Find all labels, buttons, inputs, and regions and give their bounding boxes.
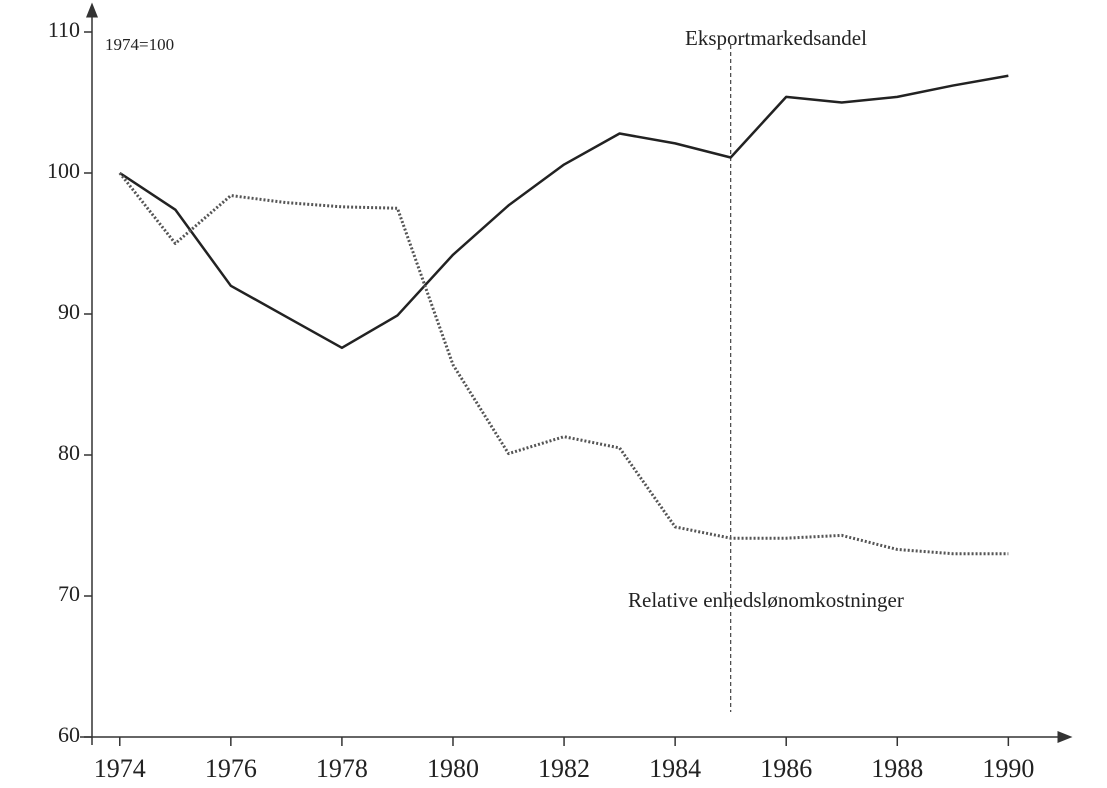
x-tick-label: 1988 [871, 754, 923, 783]
annotation: Relative enhedslønomkostninger [628, 588, 904, 612]
x-tick-label: 1976 [205, 754, 257, 783]
line-series [119, 74, 1009, 350]
x-tick-label: 1980 [427, 754, 479, 783]
annotation: 1974=100 [105, 35, 174, 54]
x-tick-label: 1990 [982, 754, 1034, 783]
y-tick-label: 60 [58, 722, 80, 747]
y-tick-label: 100 [47, 158, 80, 183]
x-tick-label: 1974 [94, 754, 146, 783]
y-tick-label: 80 [58, 440, 80, 465]
y-tick-label: 110 [48, 17, 80, 42]
x-tick-label: 1984 [649, 754, 701, 783]
x-tick-label: 1982 [538, 754, 590, 783]
y-tick-label: 70 [58, 581, 80, 606]
x-tick-label: 1986 [760, 754, 812, 783]
x-tick-label: 1978 [316, 754, 368, 783]
annotation: Eksportmarkedsandel [685, 26, 867, 50]
y-tick-label: 90 [58, 299, 80, 324]
line-series [118, 172, 1009, 556]
